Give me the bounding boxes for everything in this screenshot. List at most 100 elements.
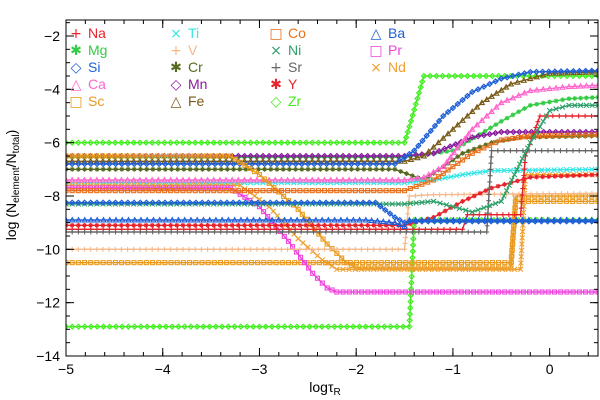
- data-point-zr: [287, 323, 295, 330]
- data-point-si: [335, 199, 342, 206]
- data-point-v: [223, 246, 229, 252]
- data-point-sc: [69, 153, 75, 159]
- data-point-v: [583, 191, 589, 196]
- data-point-zr: [167, 139, 174, 146]
- data-point-sc: [576, 198, 582, 204]
- data-point-ni: [519, 155, 526, 162]
- data-point-mg: [125, 154, 130, 160]
- data-point-na: [476, 212, 482, 218]
- data-point-cr: [311, 166, 317, 172]
- data-point-si: [66, 199, 70, 206]
- data-point-ca: [577, 82, 584, 89]
- data-point-ca: [204, 176, 211, 183]
- data-point-zr: [231, 323, 238, 330]
- data-point-cr: [231, 166, 236, 172]
- data-point-ca: [191, 176, 199, 183]
- data-point-si: [279, 160, 287, 168]
- data-point-sc: [502, 260, 508, 266]
- data-point-pr: [415, 289, 421, 295]
- data-point-cr: [243, 166, 249, 172]
- data-point-y: [471, 193, 477, 199]
- data-point-co: [217, 188, 223, 194]
- data-point-ba: [193, 216, 201, 223]
- y-axis-label-sub1: element: [11, 167, 22, 203]
- data-point-cr: [212, 166, 218, 172]
- data-point-sc: [299, 211, 305, 217]
- data-point-na: [537, 113, 543, 119]
- series-line-co: [66, 133, 598, 192]
- data-point-si: [481, 218, 489, 225]
- data-point-zr: [345, 139, 353, 146]
- data-point-cr: [489, 140, 494, 146]
- legend-label: Fe: [188, 93, 205, 109]
- data-point-mn: [452, 140, 459, 148]
- data-point-ca: [253, 176, 261, 183]
- data-point-v: [192, 246, 198, 252]
- data-point-zr: [275, 323, 282, 330]
- data-point-ti: [545, 167, 551, 173]
- data-point-zr: [290, 139, 297, 146]
- data-point-si: [454, 100, 461, 108]
- data-point-co: [504, 136, 510, 142]
- data-point-y: [359, 222, 364, 228]
- data-point-nd: [444, 266, 450, 273]
- data-point-sc: [174, 260, 180, 266]
- data-point-co: [576, 132, 583, 138]
- data-point-ti: [588, 166, 595, 173]
- data-point-mg: [174, 154, 180, 160]
- data-point-zr: [358, 139, 365, 146]
- data-point-cr: [299, 166, 305, 172]
- legend-item-ti: × Ti: [170, 25, 199, 42]
- data-point-y: [211, 222, 217, 228]
- data-point-sc: [551, 198, 557, 204]
- data-point-cr: [206, 166, 212, 172]
- data-point-sr: [298, 229, 304, 235]
- data-point-sc: [446, 260, 452, 266]
- data-point-cr: [355, 166, 361, 172]
- data-point-mg: [69, 154, 75, 160]
- data-point-zr: [382, 139, 390, 146]
- data-point-v: [199, 246, 204, 252]
- legend-item-co: □ Co: [269, 25, 306, 42]
- data-point-ca: [468, 125, 476, 132]
- data-point-sc: [242, 162, 248, 168]
- data-point-fe: [382, 157, 390, 164]
- data-point-si: [229, 199, 237, 206]
- data-point-ni: [437, 200, 443, 206]
- data-point-v: [522, 191, 528, 197]
- data-point-sr: [583, 148, 588, 154]
- data-point-co: [334, 188, 340, 194]
- data-point-mn: [486, 130, 493, 138]
- data-point-y: [69, 222, 75, 228]
- data-point-ti: [501, 167, 507, 174]
- data-point-ca: [461, 135, 469, 142]
- legend-marker: +: [270, 60, 282, 76]
- data-point-si: [449, 104, 457, 112]
- data-point-ca: [571, 82, 579, 89]
- data-point-fe: [388, 157, 396, 164]
- data-point-y: [564, 173, 570, 179]
- data-point-co: [435, 174, 441, 180]
- data-point-ni: [537, 123, 543, 130]
- data-point-si: [475, 218, 482, 225]
- data-point-sr: [486, 198, 492, 204]
- data-point-zr: [507, 72, 515, 80]
- data-point-si: [366, 160, 374, 168]
- legend-label: Ca: [88, 76, 106, 92]
- data-point-mg: [572, 96, 578, 101]
- data-point-ca: [364, 176, 371, 183]
- data-point-si: [304, 199, 311, 206]
- data-point-co: [516, 135, 522, 141]
- data-point-nd: [519, 228, 526, 235]
- data-point-si: [551, 68, 559, 75]
- data-point-ca: [222, 176, 230, 183]
- data-point-co: [315, 188, 321, 194]
- data-point-y: [377, 222, 383, 228]
- data-point-ni: [469, 209, 476, 215]
- data-point-cr: [576, 133, 582, 139]
- data-point-sr: [317, 229, 323, 235]
- data-point-sr: [261, 229, 267, 235]
- data-point-sr: [88, 229, 94, 235]
- data-point-sr: [489, 148, 494, 154]
- data-point-pr: [285, 238, 292, 244]
